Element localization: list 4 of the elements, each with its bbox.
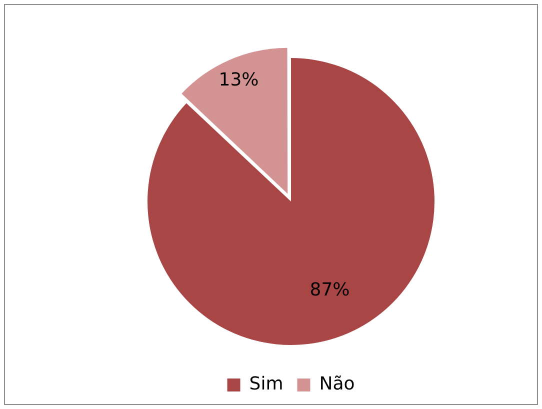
legend-label: Não bbox=[319, 374, 355, 395]
legend-label: Sim bbox=[249, 374, 284, 395]
data-label: 13% bbox=[218, 69, 259, 90]
data-label: 87% bbox=[310, 280, 350, 301]
